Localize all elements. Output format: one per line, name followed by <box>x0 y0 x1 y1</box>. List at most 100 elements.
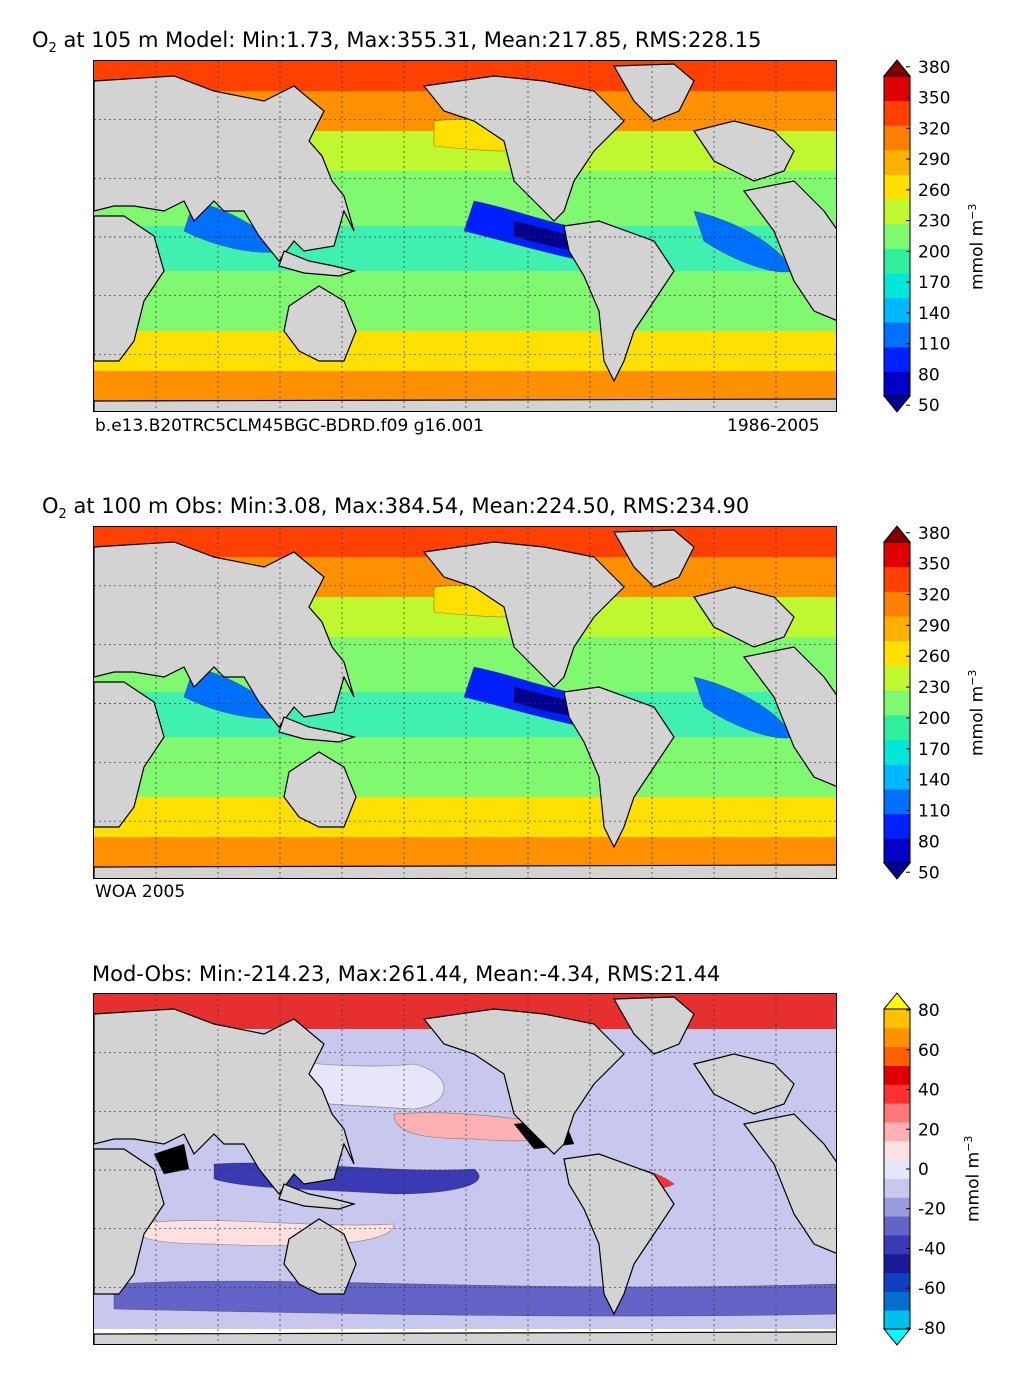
colorbar2-tick-label: 350 <box>918 555 950 575</box>
colorbar3-segment <box>884 1009 910 1029</box>
landmass <box>94 681 165 828</box>
panel3-map-svg <box>94 994 836 1344</box>
landmass <box>742 1113 836 1254</box>
colorbar2-tick-label: 170 <box>918 740 950 760</box>
landmass <box>563 686 675 849</box>
land-mask <box>94 529 836 878</box>
landmass <box>612 996 695 1055</box>
panel3-colorbar-svg: -80 -60 -40 -20 0 20 40 60 80 <box>882 992 946 1346</box>
colorbar3-tick-label: -20 <box>918 1200 946 1220</box>
colorbar1-segment <box>884 174 910 200</box>
landmass <box>278 250 357 277</box>
colorbar1-tick-label: 260 <box>918 181 950 201</box>
colorbar2-tick-label: 140 <box>918 771 950 791</box>
colorbar1-tick-label: 380 <box>918 58 950 78</box>
landmass <box>283 1218 357 1295</box>
colorbar2-tick-label: 380 <box>918 524 950 544</box>
panel2-title-rest: at 100 m Obs: Min:3.08, Max:384.54, Mean… <box>66 494 750 518</box>
colorbar1-tick-label: 290 <box>918 150 950 170</box>
landmass <box>422 541 625 688</box>
panel3-colorbar: -80 -60 -40 -20 0 20 40 60 80 <box>882 992 946 1346</box>
colorbar1-tick-label: 110 <box>918 335 950 355</box>
colorbar1-frame <box>883 75 911 397</box>
landmass <box>693 1053 795 1115</box>
colorbar2-tick-label: 290 <box>918 616 950 636</box>
colorbar2-tick-label: 320 <box>918 585 950 605</box>
tropic-south-band <box>94 271 836 331</box>
landmass <box>693 586 795 648</box>
colorbar3-segment <box>884 1159 910 1179</box>
colorbar1-segment <box>884 149 910 175</box>
colorbar3-tick-label: -80 <box>918 1319 946 1339</box>
colorbar1-tick-label: 80 <box>918 365 940 385</box>
colorbar2-segment <box>884 739 910 765</box>
colorbar2-segment <box>884 764 910 790</box>
colorbar2-segment <box>884 714 910 741</box>
colorbar3-tick-label: 20 <box>918 1120 940 1140</box>
land-mask <box>94 63 836 411</box>
colorbar1-segment <box>884 76 910 102</box>
landmass <box>94 1331 836 1344</box>
colorbar1-segment <box>884 100 910 126</box>
colorbar3-segment <box>884 1027 910 1048</box>
landmass <box>563 220 675 383</box>
colorbar1-segment <box>884 248 910 274</box>
colorbar2-segment <box>884 813 910 839</box>
panel1-title-sub: 2 <box>48 41 57 57</box>
panel1-colorbar: 50 80 110 140 170 200 230 260 290 320 350 380 <box>882 58 950 416</box>
colorbar3-tick-label: 80 <box>918 1001 940 1021</box>
colorbar2-segment <box>884 788 910 815</box>
colorbar3-segment <box>884 1121 910 1142</box>
colorbar2-segment <box>884 690 910 716</box>
colorbar1-tick-label: 200 <box>918 242 950 262</box>
panel1-title-rest: at 105 m Model: Min:1.73, Max:355.31, Me… <box>56 28 762 52</box>
landmass <box>283 285 357 362</box>
landmass <box>94 1008 355 1195</box>
panel1-unit-exp: −3 <box>966 203 979 220</box>
colorbar1-tick-label: 350 <box>918 89 950 109</box>
colorbar2-segment <box>884 616 910 642</box>
graticule <box>94 527 836 878</box>
colorbar1-tick-label: 320 <box>918 119 950 139</box>
colorbar3-segment <box>884 1084 910 1104</box>
colorbar3-tick-label: 0 <box>918 1160 929 1180</box>
colorbar1-top-extend <box>882 59 912 77</box>
colorbar3-segment <box>884 1253 910 1274</box>
colorbar2-segment <box>884 566 910 592</box>
colorbar2-segment <box>884 591 910 617</box>
colorbar2-segment <box>884 640 910 666</box>
colorbar3-tick-label: 40 <box>918 1081 940 1101</box>
landmass <box>278 716 357 743</box>
colorbar2-segment <box>884 665 910 691</box>
panel1-map-svg <box>94 61 836 411</box>
panel1-colorbar-unit: mmol m−3 <box>966 204 988 290</box>
colorbar1-tick-label: 50 <box>918 396 940 416</box>
colorbar3-segment <box>884 1234 910 1255</box>
colorbar1-segment <box>884 346 910 372</box>
panel1-colorbar-svg: 50 80 110 140 170 200 230 260 290 320 350 380 <box>882 58 950 416</box>
colorbar2-tick-label: 50 <box>918 863 940 883</box>
diff-saturated-arabian <box>153 1143 190 1175</box>
landmass <box>422 1008 625 1155</box>
colorbar2-tick-label: 80 <box>918 832 940 852</box>
tropic-south-band <box>94 737 836 797</box>
panel2-unit-text: mmol m <box>967 685 988 756</box>
colorbar2-tick-label: 200 <box>918 709 950 729</box>
graticule <box>94 61 836 411</box>
colorbar2-tick-label: 260 <box>918 647 950 667</box>
colorbar3-top-extend <box>882 992 912 1010</box>
colorbar2-tick-label: 110 <box>918 802 950 822</box>
panel2-footer-left: WOA 2005 <box>95 882 186 902</box>
panel2-map <box>93 526 837 879</box>
panel3-map <box>93 993 837 1345</box>
colorbar1-tick-label: 230 <box>918 212 950 232</box>
colorbar3-segment <box>884 1216 910 1236</box>
colorbar2-bottom-extend <box>882 862 912 880</box>
colorbar3-tick-label: -40 <box>918 1239 946 1259</box>
colorbar2-frame <box>883 541 911 864</box>
landmass <box>94 398 836 411</box>
landmass <box>278 1183 357 1210</box>
colorbar1-segment <box>884 199 910 225</box>
panel1-title: O2 at 105 m Model: Min:1.73, Max:355.31,… <box>32 28 761 56</box>
landmass <box>693 120 795 182</box>
